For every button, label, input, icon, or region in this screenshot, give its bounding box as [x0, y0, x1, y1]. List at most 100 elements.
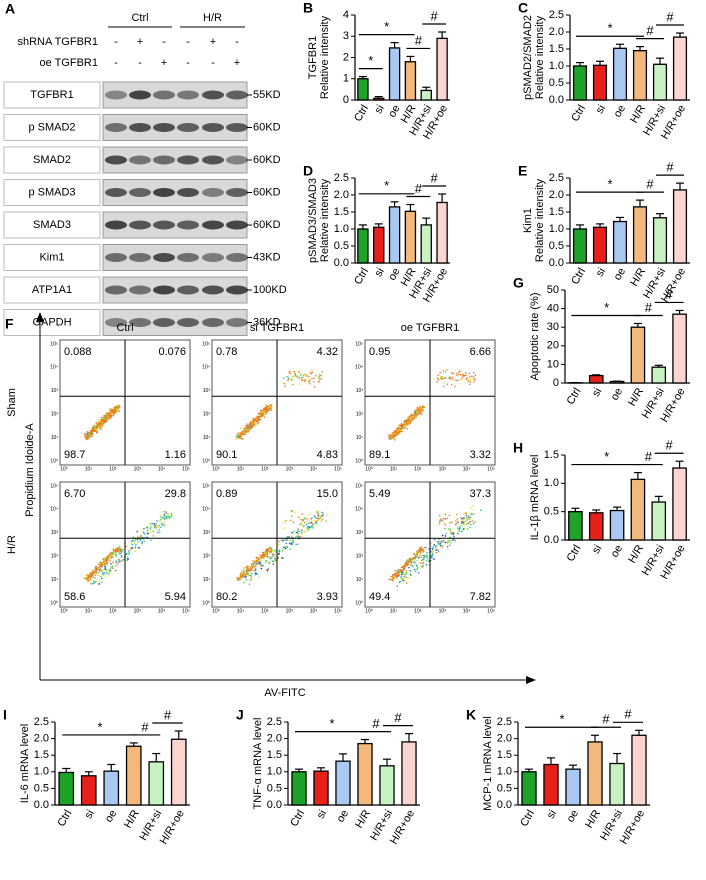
event-dot: [247, 568, 250, 571]
event-dot: [253, 569, 256, 572]
event-dot: [127, 553, 130, 555]
event-dot: [436, 381, 438, 383]
x-tick-label: 10⁵: [182, 466, 190, 472]
y-tick-label: 1.5: [549, 43, 564, 55]
event-dot: [420, 546, 423, 548]
event-dot: [288, 542, 291, 544]
event-dot: [317, 377, 320, 379]
event-dot: [261, 564, 263, 567]
bar: [572, 65, 588, 101]
event-dot: [259, 414, 261, 417]
treatment-label: oe TGFBR1: [40, 57, 99, 69]
event-dot: [248, 583, 251, 585]
event-dot: [408, 566, 410, 569]
bar: [572, 228, 588, 264]
event-dot: [392, 437, 395, 440]
event-dot: [294, 372, 297, 375]
event-dot: [264, 411, 266, 414]
event-dot: [284, 539, 287, 541]
event-dot: [308, 526, 311, 529]
event-dot: [134, 546, 137, 549]
event-dot: [410, 559, 413, 561]
event-dot: [411, 418, 414, 421]
event-dot: [406, 419, 409, 422]
y-axis-label: Relative intensity: [319, 178, 331, 262]
event-dot: [283, 377, 285, 380]
event-dot: [405, 576, 408, 579]
event-dot: [470, 512, 472, 515]
event-dot: [300, 522, 302, 524]
quadrant-value: 5.49: [369, 488, 390, 500]
panel-letter: J: [236, 707, 244, 723]
event-dot: [462, 516, 465, 519]
event-dot: [464, 527, 466, 530]
event-dot: [408, 577, 410, 579]
event-dot: [252, 417, 254, 420]
event-dot: [291, 378, 294, 380]
event-dot: [410, 560, 413, 563]
y-tick-label: 1.5: [267, 749, 282, 761]
event-dot: [143, 527, 145, 530]
event-dot: [241, 570, 243, 572]
significance-mark: #: [666, 438, 674, 453]
event-dot: [450, 384, 453, 386]
event-dot: [317, 514, 320, 517]
event-dot: [87, 581, 89, 583]
event-dot: [147, 528, 149, 530]
event-dot: [134, 540, 136, 542]
event-dot: [87, 436, 89, 439]
event-dot: [271, 550, 274, 553]
event-dot: [397, 570, 400, 573]
protein-label-box: [3, 146, 101, 174]
bar: [609, 509, 625, 541]
y-tick-label: 10¹: [51, 435, 59, 441]
event-dot: [302, 520, 304, 522]
event-dot: [391, 579, 394, 581]
event-dot: [416, 406, 419, 409]
blot-band: [202, 253, 224, 262]
event-dot: [269, 546, 271, 548]
bar: [373, 226, 385, 264]
event-dot: [92, 569, 94, 572]
event-dot: [252, 562, 255, 565]
event-dot: [263, 407, 266, 409]
event-dot: [93, 580, 95, 582]
event-dot: [118, 560, 120, 563]
event-dot: [290, 535, 293, 538]
event-dot: [419, 410, 421, 412]
event-dot: [455, 379, 457, 382]
event-dot: [446, 548, 449, 550]
panel-letter: I: [3, 707, 7, 723]
event-dot: [447, 528, 450, 530]
blot-band: [202, 188, 224, 197]
event-dot: [260, 414, 263, 416]
event-dot: [449, 528, 452, 531]
event-dot: [444, 518, 447, 520]
protein-label-box: [3, 81, 101, 109]
y-tick-label: 30: [547, 321, 559, 333]
bar: [630, 478, 646, 541]
event-dot: [264, 553, 266, 555]
event-dot: [404, 564, 406, 567]
event-dot: [115, 561, 117, 564]
x-tick-label: H/R: [353, 808, 373, 830]
event-dot: [254, 421, 256, 423]
event-dot: [291, 543, 293, 546]
event-dot: [303, 517, 306, 519]
event-dot: [132, 539, 134, 541]
y-tick-label: 10⁴: [50, 507, 58, 513]
event-dot: [110, 567, 112, 569]
y-tick-label: 10²: [356, 554, 364, 560]
bar: [592, 226, 608, 264]
event-dot: [262, 565, 265, 567]
y-axis-label: pSMAD3/SMAD3: [307, 178, 319, 263]
quadrant-value: 80.2: [216, 591, 237, 603]
event-dot: [437, 374, 439, 377]
treatment-sign: -: [211, 57, 215, 69]
bar: [630, 326, 646, 384]
event-dot: [102, 572, 105, 574]
bar: [612, 220, 628, 264]
event-dot: [471, 375, 473, 378]
event-dot: [261, 411, 264, 413]
event-dot: [252, 560, 254, 562]
